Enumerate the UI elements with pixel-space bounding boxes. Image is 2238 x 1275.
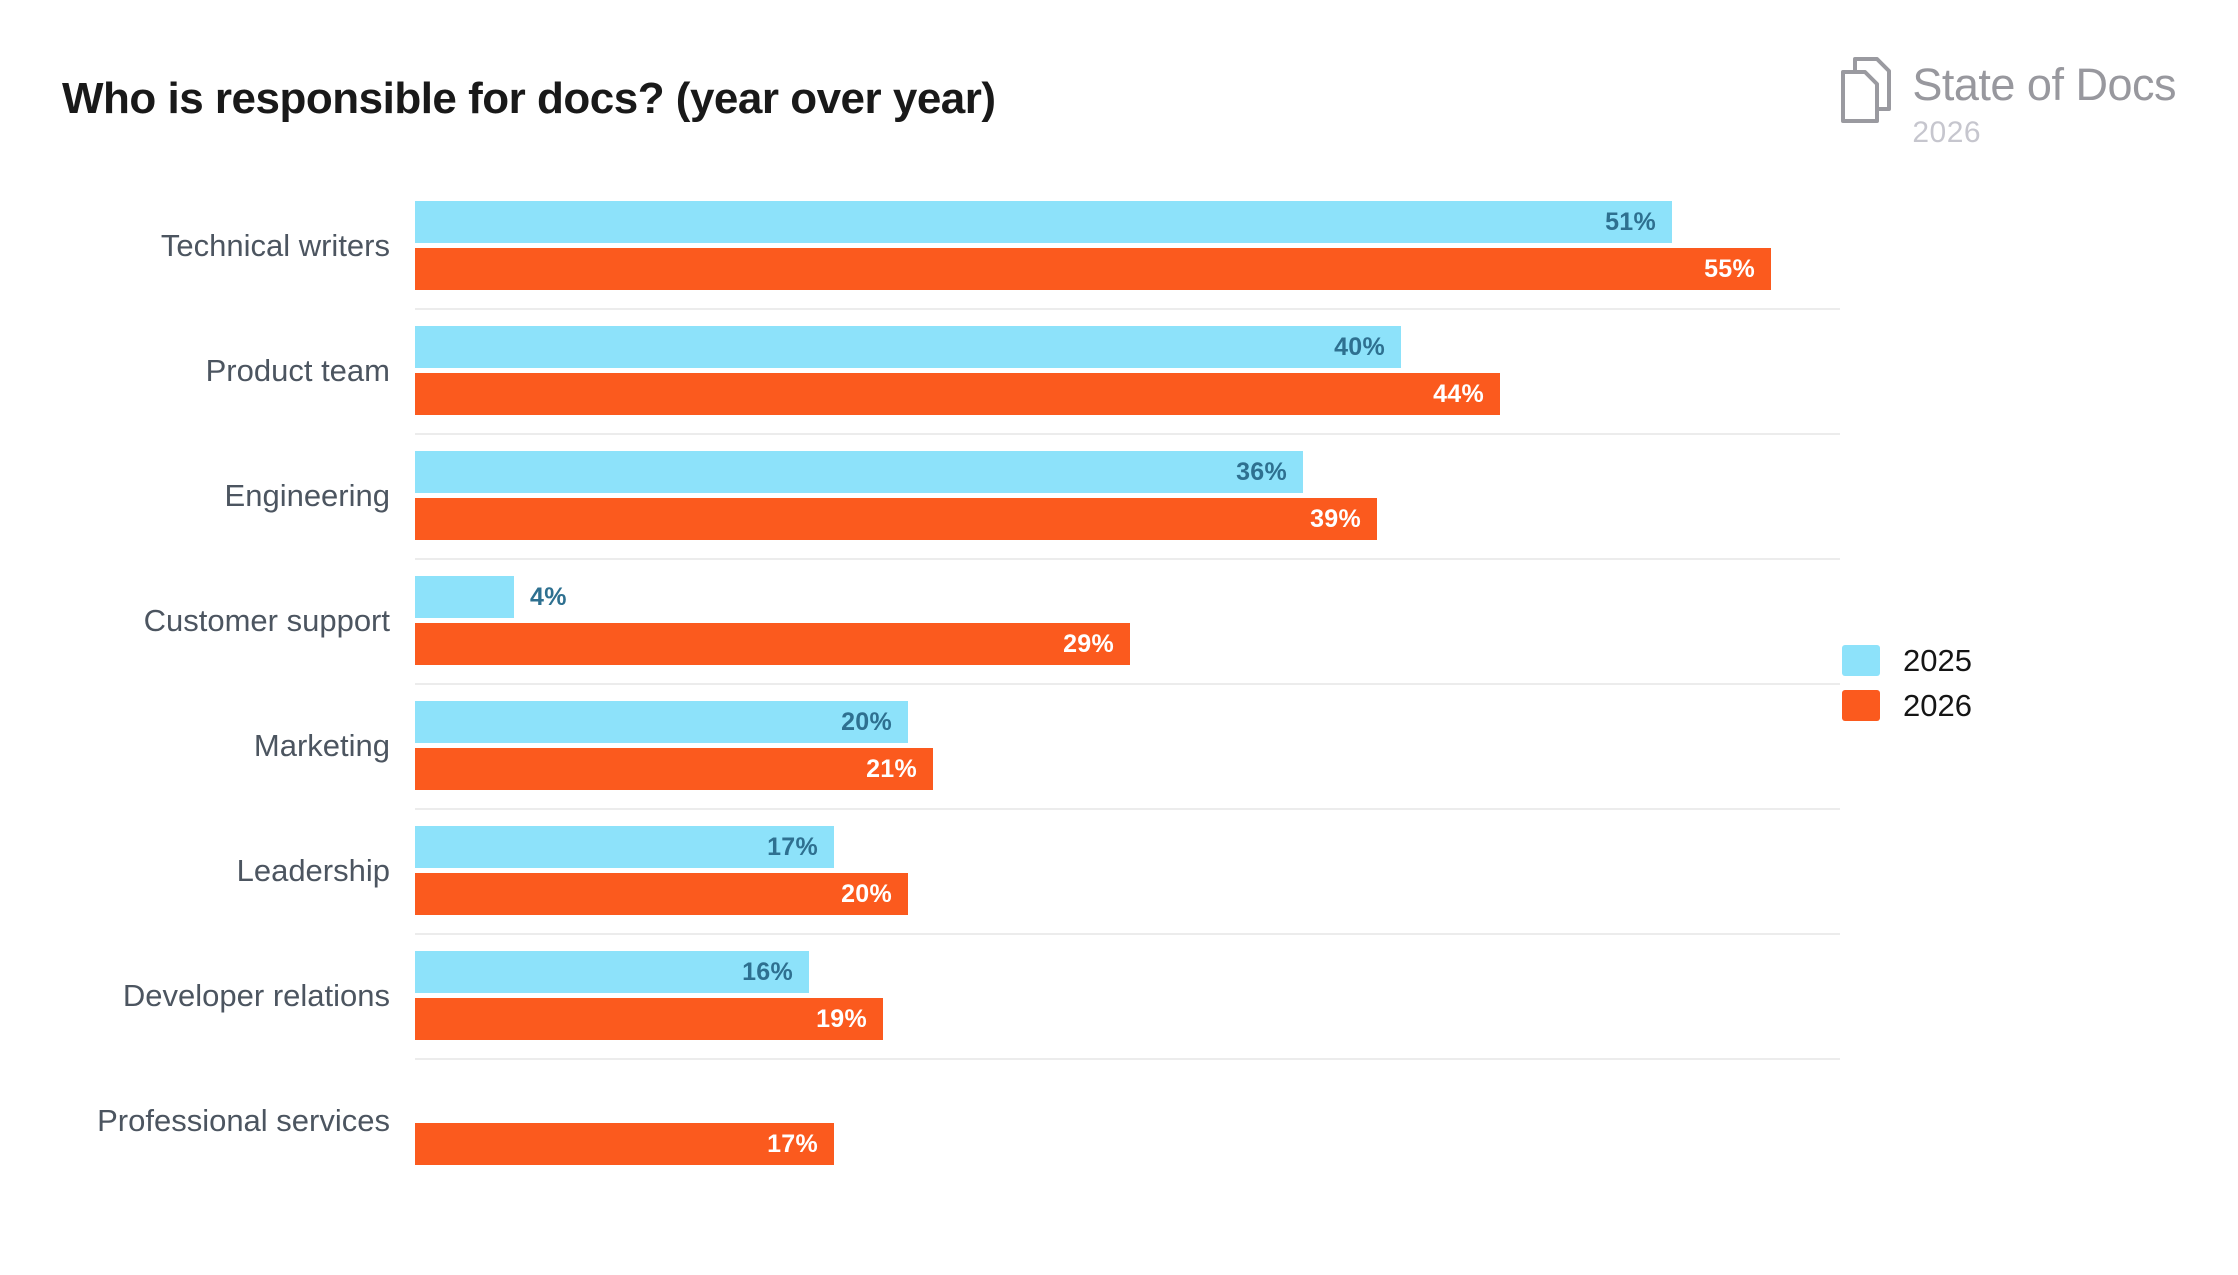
bar-value-label: 16%: [742, 957, 793, 986]
bar-2025: 16%: [415, 951, 809, 993]
legend-label-2026: 2026: [1903, 687, 1972, 723]
bar-2025: 51%: [415, 201, 1672, 243]
chart-row: Product team 40% 44%: [0, 326, 2238, 451]
bar-2026: 29%: [415, 623, 1130, 665]
bar-value-label: 19%: [816, 1004, 867, 1033]
category-label: Engineering: [224, 477, 390, 513]
logo-year: 2026: [1912, 116, 1982, 149]
chart-row: Technical writers 51% 55%: [0, 201, 2238, 326]
legend-label-2025: 2025: [1903, 642, 1972, 678]
bar-value-label: 44%: [1433, 379, 1484, 408]
chart-row: Customer support 4% 29%: [0, 576, 2238, 701]
chart-row: Developer relations 16% 19%: [0, 951, 2238, 1076]
category-label: Developer relations: [122, 977, 390, 1013]
legend-swatch-2026: [1842, 690, 1880, 721]
bar-value-label: 20%: [841, 879, 892, 908]
bar-2026: 44%: [415, 373, 1500, 415]
bar-value-label: 17%: [767, 832, 818, 861]
category-label: Product team: [205, 352, 390, 388]
row-separator: [415, 308, 1840, 310]
bar-2025: 20%: [415, 701, 908, 743]
bar-2025: 17%: [415, 826, 834, 868]
bar-2025: [415, 576, 514, 618]
bar-value-label: 17%: [767, 1129, 818, 1158]
row-separator: [415, 433, 1840, 435]
logo-text-block: State of Docs 2026: [1912, 55, 2176, 150]
bar-value-label: 40%: [1334, 332, 1385, 361]
legend: 2025 2026: [1842, 638, 1972, 728]
chart-row: Professional services 17%: [0, 1076, 2238, 1201]
bar-value-label: 29%: [1063, 629, 1114, 658]
chart-row: Engineering 36% 39%: [0, 451, 2238, 576]
bar-2026: 20%: [415, 873, 908, 915]
category-label: Professional services: [97, 1102, 390, 1138]
legend-item-2025: 2025: [1842, 638, 1972, 683]
row-separator: [415, 683, 1840, 685]
bar-value-label: 36%: [1236, 457, 1287, 486]
bar-value-label: 21%: [866, 754, 917, 783]
chart-row: Leadership 17% 20%: [0, 826, 2238, 951]
bar-2026: 55%: [415, 248, 1771, 290]
chart-title: Who is responsible for docs? (year over …: [62, 74, 996, 123]
chart-row: Marketing 20% 21%: [0, 701, 2238, 826]
logo-text: State of Docs: [1912, 59, 2176, 110]
bar-2025: 36%: [415, 451, 1303, 493]
bar-value-label: 20%: [841, 707, 892, 736]
bar-2026: 39%: [415, 498, 1377, 540]
documents-icon: [1840, 55, 1892, 124]
state-of-docs-logo: State of Docs 2026: [1840, 55, 2176, 150]
legend-item-2026: 2026: [1842, 683, 1972, 728]
row-separator: [415, 1058, 1840, 1060]
chart-rows: Technical writers 51% 55% Product team 40% 44…: [0, 201, 2238, 1201]
bar-value-label: 55%: [1704, 254, 1755, 283]
row-separator: [415, 933, 1840, 935]
category-label: Leadership: [236, 852, 390, 888]
bar-value-label: 39%: [1310, 504, 1361, 533]
legend-swatch-2025: [1842, 645, 1880, 676]
row-separator: [415, 558, 1840, 560]
row-separator: [415, 808, 1840, 810]
category-label: Marketing: [253, 727, 390, 763]
bar-2026: 17%: [415, 1123, 834, 1165]
category-label: Customer support: [143, 602, 390, 638]
category-label: Technical writers: [160, 227, 390, 263]
bar-value-label: 4%: [530, 582, 567, 611]
bar-value-label: 51%: [1605, 207, 1656, 236]
bar-2025: 40%: [415, 326, 1401, 368]
bar-2026: 19%: [415, 998, 883, 1040]
bar-2026: 21%: [415, 748, 933, 790]
